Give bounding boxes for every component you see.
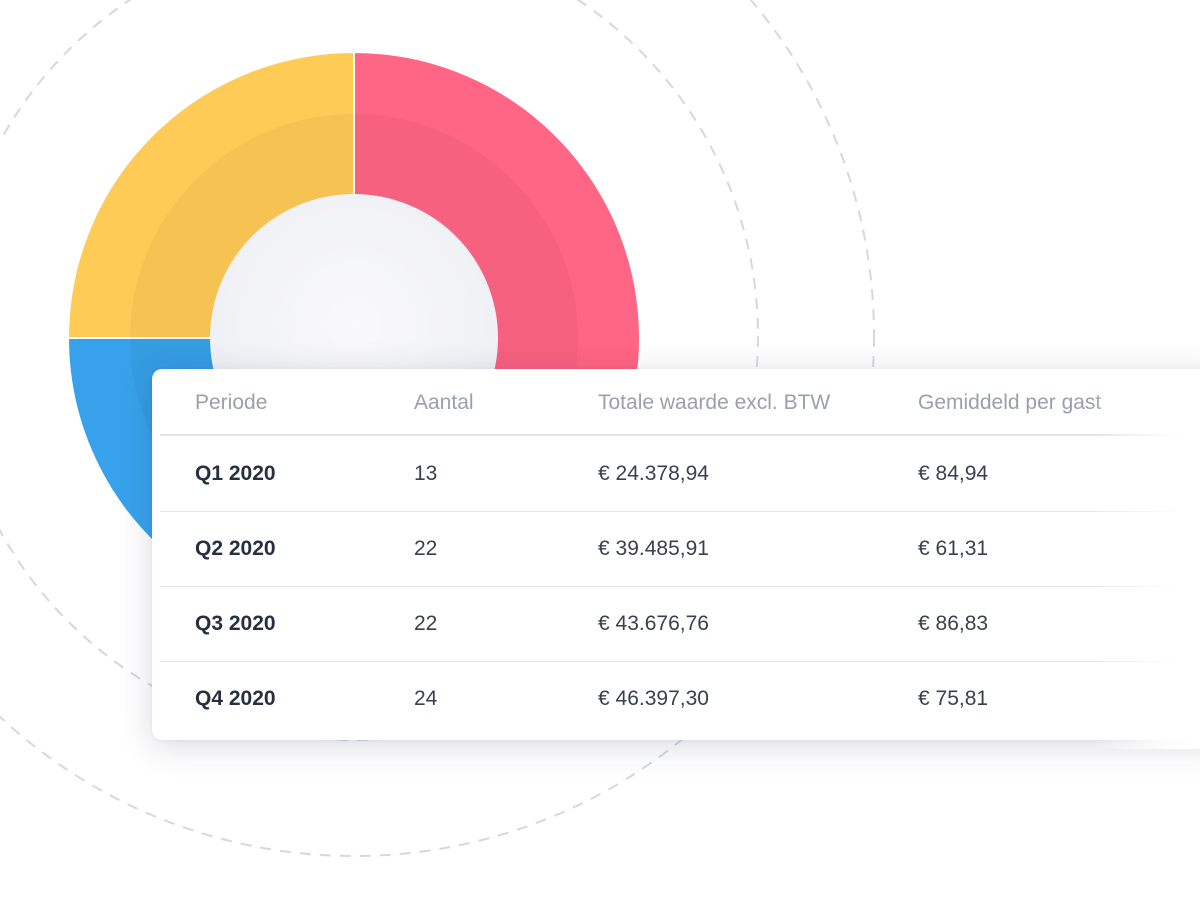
row-count: 13 (414, 462, 438, 485)
row-period: Q4 2020 (195, 687, 276, 710)
row-average: € 75,81 (918, 687, 989, 710)
row-period: Q1 2020 (195, 462, 276, 485)
row-total: € 43.676,76 (598, 612, 709, 635)
row-count: 22 (414, 537, 438, 560)
decor-ring-outer (0, 0, 875, 857)
column-header-period[interactable]: Periode (195, 391, 268, 414)
row-average: € 84,94 (918, 462, 989, 485)
row-average: € 86,83 (918, 612, 989, 635)
decor-ring-inner (0, 0, 759, 741)
header-divider (160, 434, 1200, 436)
column-header-count[interactable]: Aantal (414, 391, 474, 414)
row-divider (160, 661, 1200, 662)
row-count: 24 (414, 687, 438, 710)
row-count: 22 (414, 612, 438, 635)
row-divider (160, 511, 1200, 512)
row-total: € 24.378,94 (598, 462, 709, 485)
column-header-total[interactable]: Totale waarde excl. BTW (598, 391, 831, 414)
row-total: € 39.485,91 (598, 537, 709, 560)
row-average: € 61,31 (918, 537, 989, 560)
column-header-average[interactable]: Gemiddeld per gast (918, 391, 1102, 414)
row-period: Q3 2020 (195, 612, 276, 635)
row-total: € 46.397,30 (598, 687, 709, 710)
quarterly-summary-table: Periode Aantal Totale waarde excl. BTW G… (152, 369, 1200, 740)
row-divider (160, 586, 1200, 587)
row-period: Q2 2020 (195, 537, 276, 560)
